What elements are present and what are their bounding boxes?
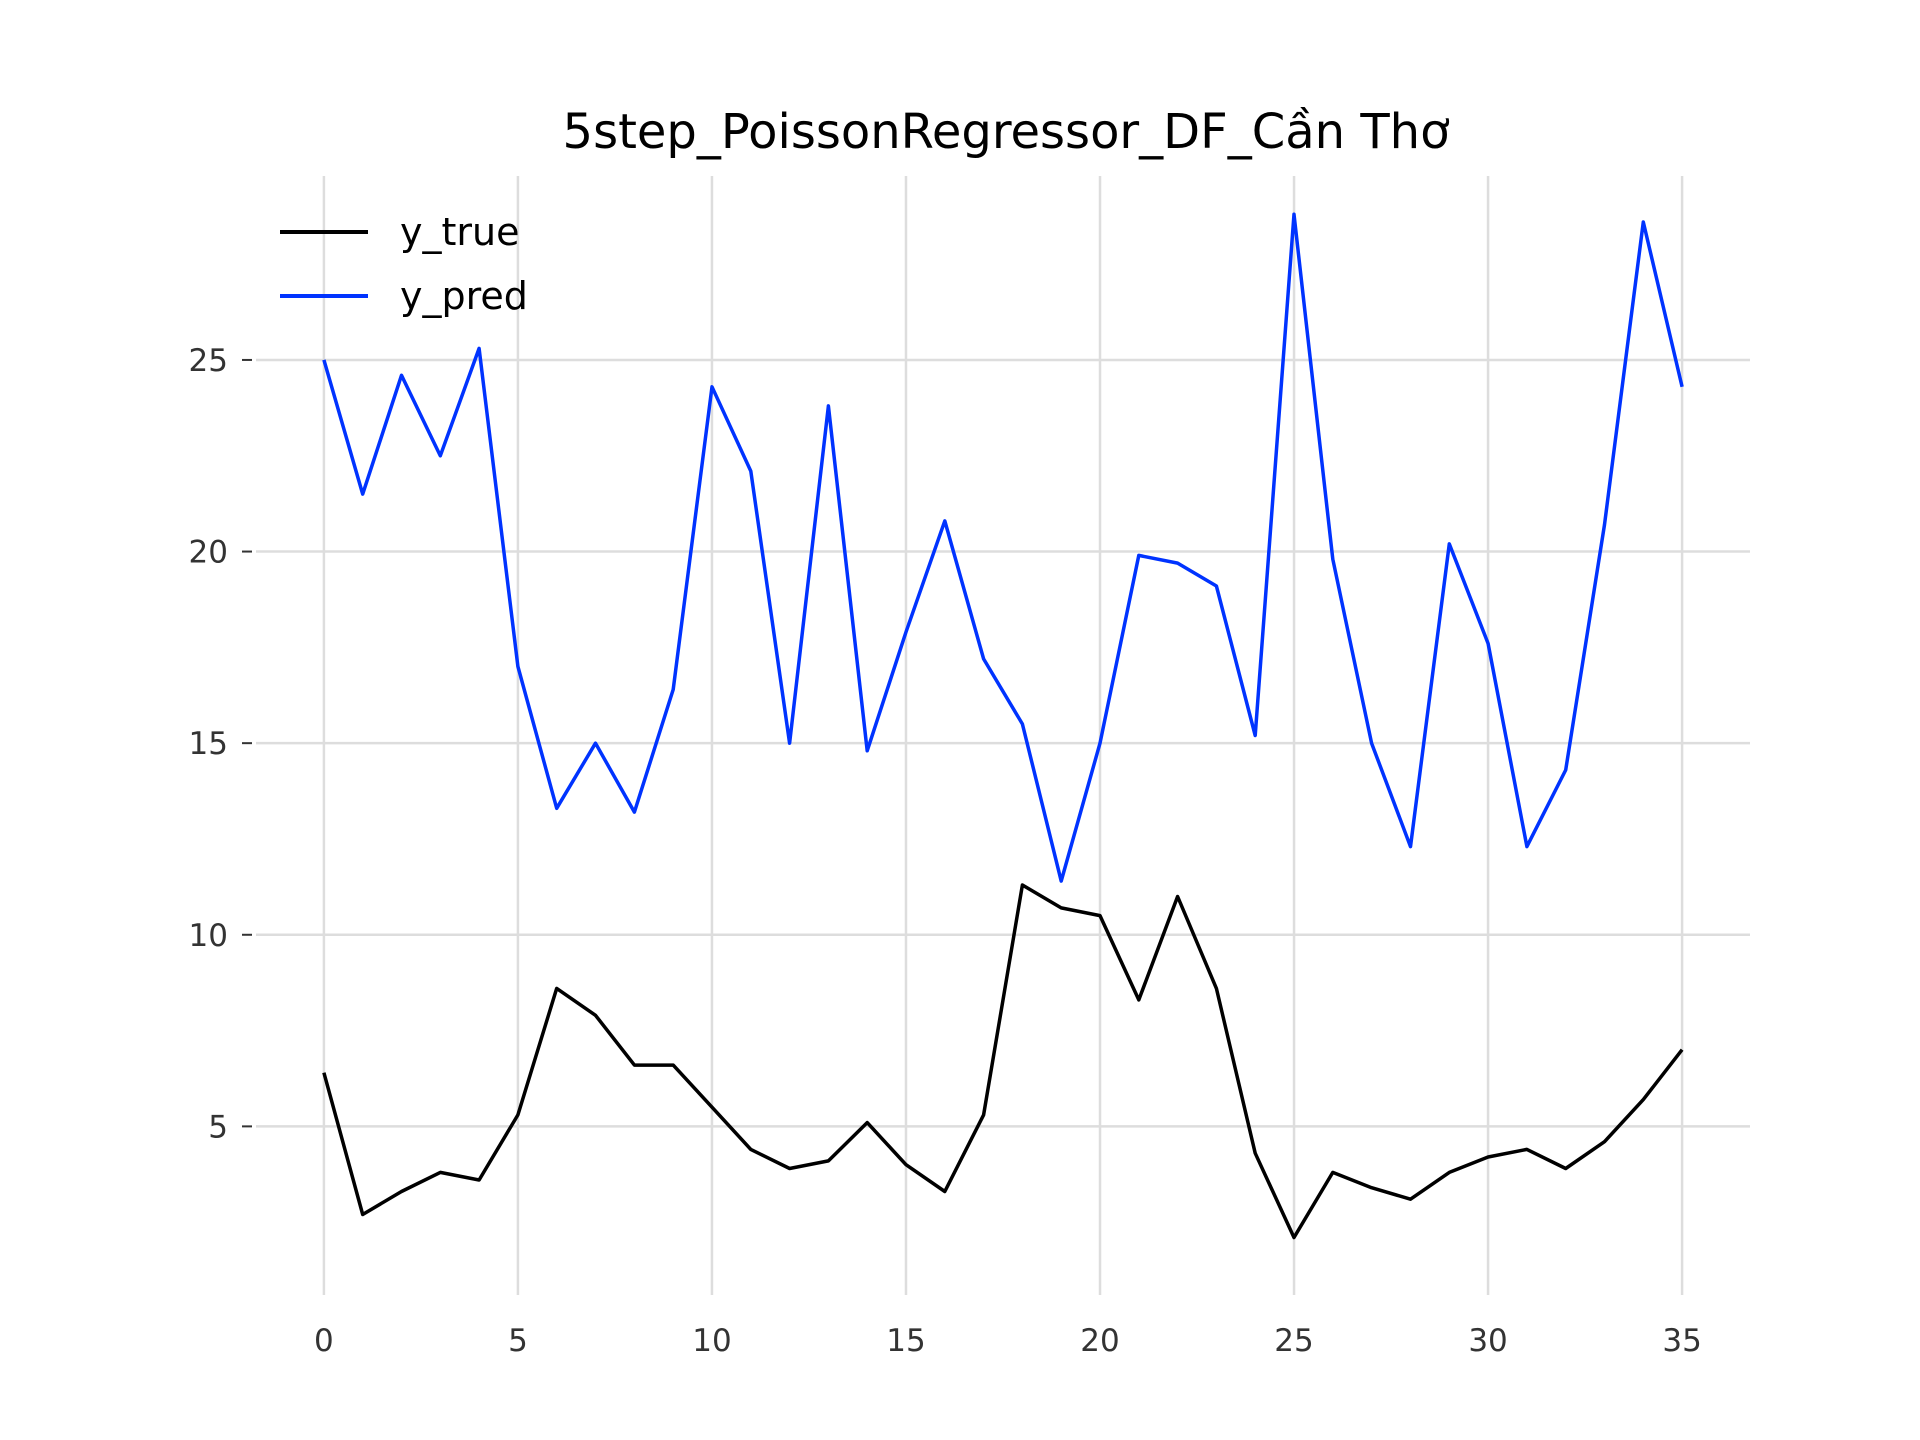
y-tick-label: 20 xyxy=(189,535,228,571)
x-tick-label: 5 xyxy=(508,1323,528,1359)
legend-label: y_true xyxy=(400,210,519,254)
y-axis: 5 10 15 20 25 xyxy=(189,343,252,1145)
y-grid xyxy=(256,358,1750,1128)
legend-label: y_pred xyxy=(400,274,528,318)
x-tick-label: 10 xyxy=(692,1323,731,1359)
x-tick-label: 30 xyxy=(1468,1323,1507,1359)
chart-title: 5step_PoissonRegressor_DF_Cần Thơ xyxy=(563,104,1450,160)
x-tick-label: 0 xyxy=(314,1323,334,1359)
x-tick-label: 15 xyxy=(886,1323,925,1359)
y-tick-label: 10 xyxy=(189,918,228,954)
x-tick-label: 20 xyxy=(1080,1323,1119,1359)
legend: y_true y_pred xyxy=(280,210,528,318)
x-tick-label: 25 xyxy=(1274,1323,1313,1359)
series-line-y-true xyxy=(322,883,1684,1240)
y-tick-label: 15 xyxy=(189,726,228,762)
x-axis: 0 5 10 15 20 25 30 35 xyxy=(314,1323,1702,1359)
x-tick-label: 35 xyxy=(1662,1323,1701,1359)
series-layer xyxy=(322,212,1684,1240)
y-tick-label: 25 xyxy=(189,343,228,379)
y-tick-label: 5 xyxy=(208,1109,228,1145)
series-line-y-pred xyxy=(322,212,1684,883)
